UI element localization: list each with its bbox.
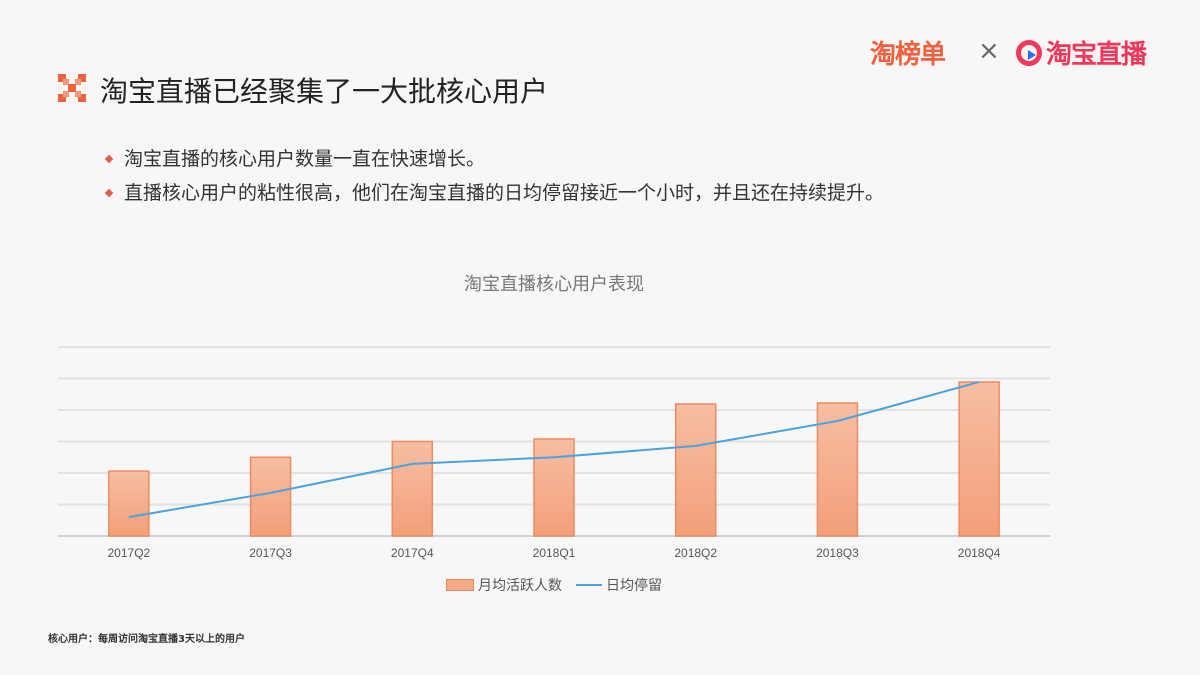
separator: × [978, 36, 1000, 66]
legend-label-line: 日均停留 [606, 578, 662, 594]
legend-label-bar: 月均活跃人数 [478, 578, 562, 594]
title-x-icon [58, 74, 86, 102]
line-series [128, 381, 980, 519]
bar [816, 402, 859, 537]
legend-line-swatch [576, 584, 602, 586]
bullet-list: 淘宝直播的核心用户数量一直在快速增长。 直播核心用户的粘性很高，他们在淘宝直播的… [104, 142, 885, 210]
bar [674, 403, 717, 537]
bullet-text: 淘宝直播的核心用户数量一直在快速增长。 [124, 148, 486, 170]
footnote: 核心用户：每周访问淘宝直播3天以上的用户 [48, 634, 245, 645]
chart-legend: 月均活跃人数 日均停留 [446, 575, 662, 595]
bar [391, 440, 434, 537]
x-tick-label: 2018Q4 [958, 546, 1001, 560]
taobao-live-logo-text: 淘宝直播 [1046, 40, 1147, 70]
chart-title: 淘宝直播核心用户表现 [464, 274, 644, 295]
x-tick-label: 2018Q3 [816, 546, 859, 560]
bullet-text: 直播核心用户的粘性很高，他们在淘宝直播的日均停留接近一个小时，并且还在持续提升。 [124, 182, 885, 204]
bullet-item: 淘宝直播的核心用户数量一直在快速增长。 [104, 142, 884, 176]
page-title: 淘宝直播已经聚集了一大批核心用户 [100, 75, 549, 108]
x-tick-label: 2017Q3 [249, 546, 292, 560]
legend-bar-swatch [446, 579, 474, 591]
x-tick-label: 2018Q1 [533, 546, 576, 560]
bar [108, 470, 150, 537]
x-tick-label: 2017Q4 [391, 546, 434, 560]
taobao-live-logo: 淘宝直播 [1016, 34, 1147, 71]
bar [249, 456, 292, 537]
bar [533, 438, 575, 537]
play-icon [1016, 39, 1042, 66]
x-tick-label: 2018Q2 [674, 546, 717, 560]
bar [958, 381, 1000, 537]
bullet-item: 直播核心用户的粘性很高，他们在淘宝直播的日均停留接近一个小时，并且还在持续提升。 [104, 176, 885, 210]
taobangdan-logo: 淘榜单 [870, 40, 946, 70]
x-tick-label: 2017Q2 [108, 546, 151, 560]
